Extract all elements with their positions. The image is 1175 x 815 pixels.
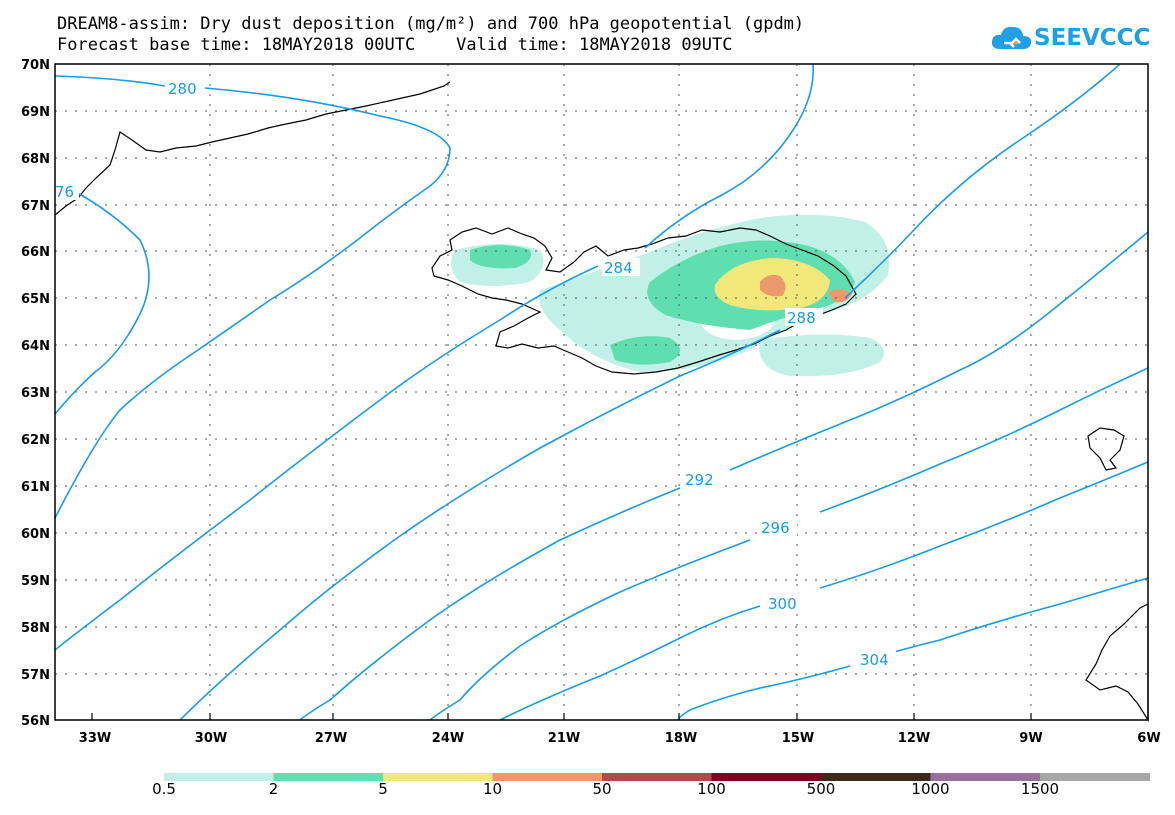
lat-label: 67N <box>21 199 50 214</box>
coastlines <box>54 81 1149 723</box>
legend-swatch <box>383 773 493 781</box>
contour-284 <box>54 265 599 651</box>
contour-276 <box>54 189 150 415</box>
longitude-labels: 33W 30W 27W 24W 21W 18W 15W 12W 9W 6W <box>79 731 1161 746</box>
lon-label: 24W <box>432 731 464 746</box>
dust-area-medium-s <box>610 336 680 365</box>
contour-label: 280 <box>168 80 197 98</box>
scotland-coast <box>1085 603 1149 723</box>
lon-label: 27W <box>315 731 347 746</box>
legend-threshold-label: 100 <box>697 780 726 798</box>
dust-shading <box>451 214 890 377</box>
legend-swatch <box>821 773 931 781</box>
lon-label: 6W <box>1137 731 1160 746</box>
lat-label: 63N <box>21 386 50 401</box>
legend-swatch <box>273 773 384 781</box>
legend-threshold-label: 10 <box>482 780 503 798</box>
latitude-labels: 70N 69N 68N 67N 66N 65N 64N 63N 62N 61N … <box>21 58 50 729</box>
lat-label: 56N <box>21 714 50 729</box>
lat-label: 60N <box>21 527 50 542</box>
dust-area-very-high <box>760 274 786 297</box>
contour-label: 304 <box>860 651 889 669</box>
dust-area-light-se <box>759 334 885 377</box>
map-subtitle: Forecast base time: 18MAY2018 00UTC Vali… <box>57 35 733 55</box>
lat-label: 70N <box>21 58 50 73</box>
contour-label: 300 <box>768 595 797 613</box>
legend-threshold-label: 1500 <box>1020 780 1060 798</box>
legend-threshold-label: 5 <box>378 780 388 798</box>
legend-threshold-label: 0.5 <box>152 780 176 798</box>
dust-area-medium-w <box>470 245 531 269</box>
contour-288 <box>179 63 1121 721</box>
lat-label: 66N <box>21 245 50 260</box>
contour-280 <box>54 75 451 519</box>
lon-label: 12W <box>898 731 930 746</box>
contour-304 <box>677 577 1149 721</box>
contour-labels: 280 76 284 288 292 296 300 304 <box>55 79 896 669</box>
lat-label: 57N <box>21 668 50 683</box>
legend-swatch <box>711 773 822 781</box>
lon-label: 21W <box>548 731 580 746</box>
contour-label: 288 <box>787 309 816 327</box>
dust-spot-east <box>828 289 852 303</box>
lon-label: 30W <box>195 731 227 746</box>
contour-300 <box>499 461 1149 721</box>
contour-292 <box>299 231 1149 721</box>
greenland-coast <box>54 81 451 216</box>
legend-swatch <box>1040 773 1150 781</box>
graticule <box>55 64 1148 720</box>
lon-label: 15W <box>782 731 814 746</box>
faroe-coast <box>1087 427 1125 471</box>
contour-label: 296 <box>761 519 790 537</box>
legend-swatch <box>930 773 1041 781</box>
geopotential-contours <box>54 63 1149 721</box>
tick-marks <box>91 713 1032 720</box>
seevccc-logo: SEEVCCC <box>990 21 1150 55</box>
lat-label: 61N <box>21 480 50 495</box>
cloud-icon <box>991 26 1032 49</box>
legend-swatch <box>602 773 712 781</box>
lat-label: 68N <box>21 152 50 167</box>
lat-label: 62N <box>21 433 50 448</box>
iceland-coast <box>431 227 857 375</box>
lat-label: 58N <box>21 621 50 636</box>
lat-label: 65N <box>21 292 50 307</box>
contour-label: 284 <box>604 259 633 277</box>
legend-colorbar <box>164 773 1150 781</box>
legend-threshold-label: 500 <box>806 780 836 798</box>
legend-threshold-label: 2 <box>268 780 279 798</box>
contour-284-north <box>644 63 815 249</box>
map-frame <box>54 63 1149 721</box>
contour-label: 292 <box>685 471 714 489</box>
legend-threshold-label: 1000 <box>911 780 950 798</box>
lon-label: 9W <box>1019 731 1042 746</box>
contour-label: 76 <box>55 183 74 201</box>
legend-threshold-label: 50 <box>592 780 612 798</box>
map-title: DREAM8-assim: Dry dust deposition (mg/m²… <box>57 14 805 34</box>
lat-label: 64N <box>21 339 50 354</box>
contour-296 <box>429 367 1149 721</box>
logo-text: SEEVCCC <box>1034 25 1151 51</box>
lat-label: 59N <box>21 574 50 589</box>
legend-swatch <box>492 773 603 781</box>
lat-label: 69N <box>21 105 50 120</box>
lon-label: 33W <box>79 731 111 746</box>
lon-label: 18W <box>665 731 697 746</box>
legend-swatch <box>164 773 274 781</box>
